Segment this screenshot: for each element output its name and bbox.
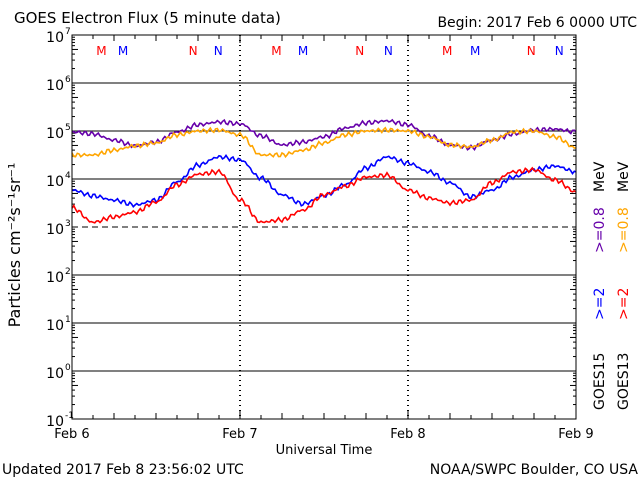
x-tick-label: Feb 7 bbox=[222, 427, 257, 442]
y-tick-label: 10 bbox=[46, 318, 64, 334]
marker-m: M bbox=[470, 44, 480, 58]
legend-goes13-unit: MeV bbox=[616, 161, 632, 192]
marker-n: N bbox=[355, 44, 364, 58]
marker-m: M bbox=[442, 44, 452, 58]
marker-m: M bbox=[96, 44, 106, 58]
legend-goes13-ch2: >=2 bbox=[616, 288, 632, 320]
chart-title: GOES Electron Flux (5 minute data) bbox=[14, 9, 281, 27]
y-tick-exponent: 7 bbox=[65, 27, 71, 37]
y-tick-exponent: -1 bbox=[65, 411, 74, 421]
gridlines bbox=[72, 35, 576, 419]
y-tick-label: 10 bbox=[46, 222, 64, 238]
y-tick-exponent: 5 bbox=[65, 123, 71, 133]
y-tick-label: 10 bbox=[46, 126, 64, 142]
marker-n: N bbox=[189, 44, 198, 58]
legend-goes15-unit: MeV bbox=[592, 161, 608, 192]
y-axis-label: Particles cm⁻²s⁻¹sr⁻¹ bbox=[5, 163, 24, 328]
series-lines bbox=[71, 118, 577, 224]
legend-goes15-sat: GOES15 bbox=[592, 353, 608, 410]
marker-m: M bbox=[298, 44, 308, 58]
y-tick-exponent: 4 bbox=[65, 171, 71, 181]
series-line-goes13-2-mev bbox=[71, 166, 577, 224]
x-tick-label: Feb 9 bbox=[558, 427, 593, 442]
y-tick-label: 10 bbox=[46, 78, 64, 94]
y-tick-exponent: 0 bbox=[65, 363, 71, 373]
x-tick-label: Feb 8 bbox=[390, 427, 425, 442]
x-tick-label: Feb 6 bbox=[54, 427, 89, 442]
series-line-goes13-0-8-mev bbox=[71, 126, 577, 159]
plot-frame bbox=[71, 34, 577, 420]
marker-n: N bbox=[555, 44, 564, 58]
x-tick-labels: Feb 6 Feb 7 Feb 8 Feb 9 bbox=[54, 427, 593, 442]
y-tick-exponent: 1 bbox=[65, 315, 71, 325]
y-tick-label: 10 bbox=[46, 30, 64, 46]
legend-goes13-sat: GOES13 bbox=[616, 353, 632, 410]
y-tick-label: 10 bbox=[46, 270, 64, 286]
legend-goes15-ch08: >=0.8 bbox=[592, 207, 608, 253]
marker-n: N bbox=[214, 44, 223, 58]
series-line-goes15-2-mev bbox=[72, 153, 577, 208]
x-axis-label: Universal Time bbox=[276, 443, 373, 458]
updated-timestamp: Updated 2017 Feb 8 23:56:02 UTC bbox=[2, 462, 244, 478]
marker-n: N bbox=[527, 44, 536, 58]
begin-label: Begin: 2017 Feb 6 0000 UTC bbox=[437, 15, 637, 31]
legend: GOES15 >=2 >=0.8 MeV GOES13 >=2 >=0.8 Me… bbox=[592, 161, 632, 410]
legend-goes15-ch2: >=2 bbox=[592, 288, 608, 320]
y-tick-label: 10 bbox=[46, 414, 64, 430]
marker-n: N bbox=[384, 44, 393, 58]
legend-goes13-ch08: >=0.8 bbox=[616, 207, 632, 253]
marker-m: M bbox=[271, 44, 281, 58]
credit-label: NOAA/SWPC Boulder, CO USA bbox=[430, 462, 639, 478]
y-tick-label: 10 bbox=[46, 174, 64, 190]
y-tick-exponent: 2 bbox=[65, 267, 71, 277]
y-tick-label: 10 bbox=[46, 366, 64, 382]
marker-m: M bbox=[118, 44, 128, 58]
y-tick-exponent: 3 bbox=[65, 219, 71, 229]
y-tick-exponent: 6 bbox=[65, 75, 71, 85]
